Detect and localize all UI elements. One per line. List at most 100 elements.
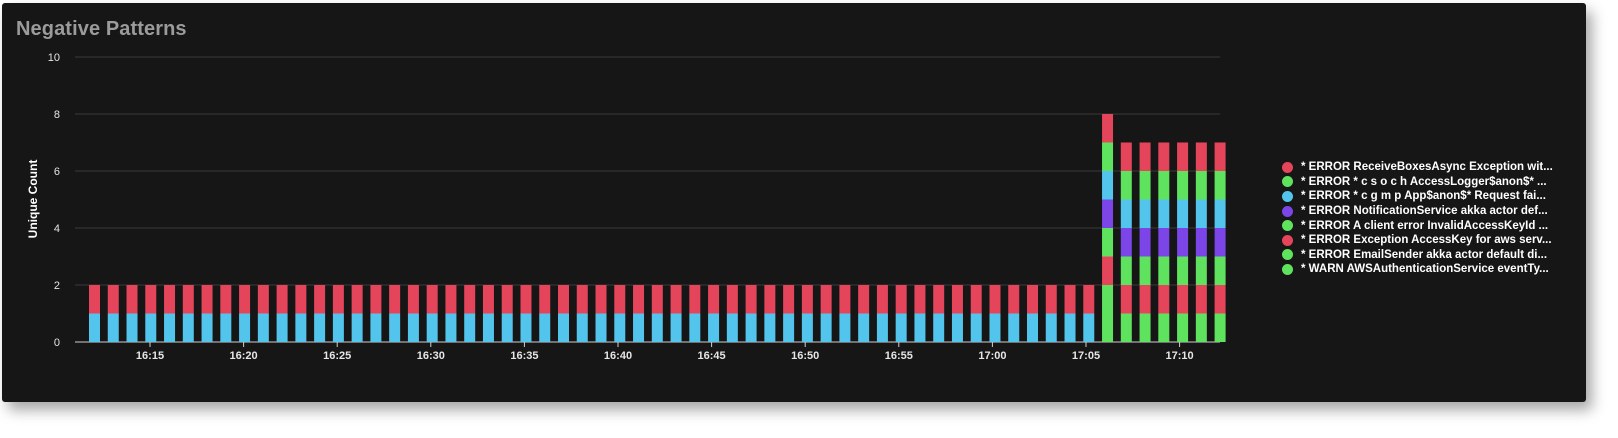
- legend-item[interactable]: * WARN AWSAuthenticationService eventTy.…: [1282, 262, 1553, 277]
- bar[interactable]: [539, 285, 551, 342]
- bar[interactable]: [407, 285, 419, 342]
- legend-swatch: [1282, 161, 1293, 173]
- legend-item[interactable]: * ERROR Exception AccessKey for aws serv…: [1282, 233, 1553, 248]
- bar-segment: [239, 285, 251, 314]
- bar-segment: [633, 285, 645, 314]
- bar[interactable]: [876, 285, 888, 342]
- bar[interactable]: [107, 285, 119, 342]
- bar-segment: [1083, 285, 1095, 314]
- bar[interactable]: [201, 285, 213, 342]
- bar-segment: [1045, 285, 1057, 314]
- bar[interactable]: [1120, 142, 1132, 343]
- bar-segment: [332, 313, 344, 342]
- x-tick-label: 17:00: [978, 350, 1006, 362]
- bar[interactable]: [126, 285, 138, 342]
- bar[interactable]: [1083, 285, 1095, 342]
- bar[interactable]: [445, 285, 457, 342]
- bar[interactable]: [820, 285, 832, 342]
- bar[interactable]: [670, 285, 682, 342]
- bar[interactable]: [482, 285, 494, 342]
- legend-item[interactable]: * ERROR NotificationService akka actor d…: [1282, 204, 1553, 219]
- bar-segment: [1064, 285, 1076, 314]
- bar[interactable]: [1158, 142, 1170, 343]
- bar-segment: [1139, 199, 1151, 228]
- bar[interactable]: [464, 285, 476, 342]
- bar-segment: [1214, 142, 1226, 171]
- bar[interactable]: [651, 285, 663, 342]
- bar-segment: [1120, 313, 1132, 342]
- bar[interactable]: [783, 285, 795, 342]
- bar[interactable]: [745, 285, 757, 342]
- bar-segment: [1139, 171, 1151, 200]
- bar-segment: [670, 285, 682, 314]
- bar-segment: [539, 313, 551, 342]
- x-tick-label: 16:55: [885, 350, 913, 362]
- bar[interactable]: [1177, 142, 1189, 343]
- bar-segment: [1102, 142, 1114, 171]
- bar[interactable]: [970, 285, 982, 342]
- bar[interactable]: [1139, 142, 1151, 343]
- bar[interactable]: [951, 285, 963, 342]
- bar-segment: [501, 313, 513, 342]
- legend-item[interactable]: * ERROR ReceiveBoxesAsync Exception wit.…: [1282, 160, 1553, 175]
- bar-segment: [651, 285, 663, 314]
- bar[interactable]: [689, 285, 701, 342]
- y-tick-label: 8: [54, 109, 60, 121]
- bar[interactable]: [1195, 142, 1207, 343]
- bar[interactable]: [914, 285, 926, 342]
- bar[interactable]: [314, 285, 326, 342]
- bar[interactable]: [801, 285, 813, 342]
- bar[interactable]: [164, 285, 176, 342]
- bar[interactable]: [370, 285, 382, 342]
- bar-segment: [989, 313, 1001, 342]
- bar[interactable]: [332, 285, 344, 342]
- bar[interactable]: [1045, 285, 1057, 342]
- bar-segment: [1177, 256, 1189, 285]
- bar[interactable]: [558, 285, 569, 342]
- bar[interactable]: [501, 285, 513, 342]
- bar[interactable]: [276, 285, 288, 342]
- bar-segment: [1008, 313, 1020, 342]
- bar-segment: [764, 285, 776, 314]
- bar-segment: [1139, 313, 1151, 342]
- bar-segment: [89, 313, 100, 342]
- bar-segment: [182, 313, 194, 342]
- bar[interactable]: [933, 285, 945, 342]
- bar[interactable]: [1008, 285, 1020, 342]
- bar[interactable]: [220, 285, 232, 342]
- legend-item[interactable]: * ERROR * c g m p App$anon$* Request fai…: [1282, 189, 1553, 204]
- bar[interactable]: [1064, 285, 1076, 342]
- bar-segment: [89, 285, 100, 314]
- legend-item[interactable]: * ERROR * c s o c h AccessLogger$anon$* …: [1282, 175, 1553, 190]
- bar[interactable]: [351, 285, 363, 342]
- bar[interactable]: [426, 285, 438, 342]
- bar[interactable]: [614, 285, 626, 342]
- bar[interactable]: [182, 285, 194, 342]
- bar[interactable]: [708, 285, 720, 342]
- bar[interactable]: [257, 285, 269, 342]
- legend-item[interactable]: * ERROR A client error InvalidAccessKeyI…: [1282, 218, 1553, 233]
- panel-title: Negative Patterns: [16, 18, 187, 40]
- bar[interactable]: [576, 285, 588, 342]
- bar[interactable]: [295, 285, 307, 342]
- bar[interactable]: [726, 285, 738, 342]
- bar[interactable]: [89, 285, 100, 342]
- bar[interactable]: [1214, 142, 1226, 343]
- bar[interactable]: [145, 285, 157, 342]
- bar[interactable]: [764, 285, 776, 342]
- y-tick-label: 0: [54, 337, 60, 349]
- bar[interactable]: [595, 285, 607, 342]
- bar[interactable]: [520, 285, 532, 342]
- bar[interactable]: [839, 285, 851, 342]
- bar[interactable]: [239, 285, 251, 342]
- bar[interactable]: [895, 285, 907, 342]
- bar[interactable]: [989, 285, 1001, 342]
- bar[interactable]: [389, 285, 401, 342]
- bar-segment: [989, 285, 1001, 314]
- bar[interactable]: [633, 285, 645, 342]
- bar[interactable]: [858, 285, 870, 342]
- legend-item[interactable]: * ERROR EmailSender akka actor default d…: [1282, 248, 1553, 263]
- bar-segment: [839, 285, 851, 314]
- bar[interactable]: [1102, 114, 1114, 342]
- bar[interactable]: [1027, 285, 1038, 342]
